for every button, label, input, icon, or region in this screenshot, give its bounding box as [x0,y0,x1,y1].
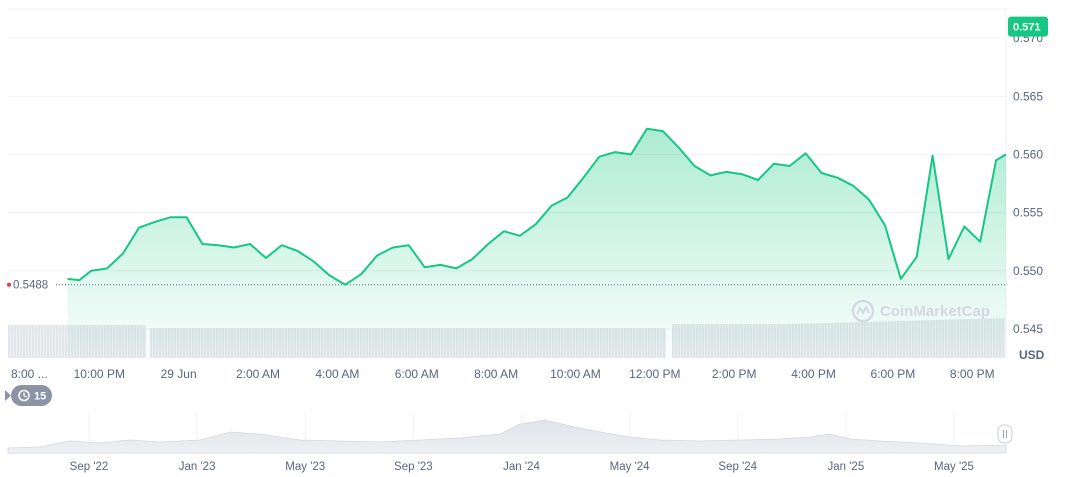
y-tick-label: 0.560 [1013,147,1043,161]
coinmarketcap-watermark: CoinMarketCap [851,299,990,323]
current-price-badge-bg [1008,16,1048,37]
volume-bar [41,325,44,358]
watermark-text: CoinMarketCap [880,303,990,320]
x-tick-label: 10:00 AM [550,367,601,381]
volume-bar [23,325,26,358]
navigator-handle-bg[interactable] [997,424,1013,444]
volume-bar [56,325,59,358]
navigator-handle[interactable] [997,424,1013,444]
volume-bar [8,325,11,358]
volume-bar [65,325,68,358]
interval-value: 15 [34,391,46,403]
volume-bar [32,325,35,358]
volume-bar [35,325,38,358]
x-tick-label: 29 Jun [161,367,197,381]
y-tick-label: 0.565 [1013,89,1043,103]
navigator-tick-label: Jan '25 [828,461,865,473]
current-price-text: 0.571 [1013,22,1041,34]
navigator-tick-label: Jan '23 [179,461,216,473]
x-tick-label: 4:00 PM [791,367,836,381]
volume-bar [38,325,41,358]
x-tick-label: 4:00 AM [315,367,359,381]
x-tick-label: 8:00 ... [11,367,48,381]
price-line [67,127,1007,286]
volume-bar [53,325,56,358]
x-tick-label: 8:00 PM [950,367,995,381]
volume-bar [62,325,65,358]
volume-bar [29,325,32,358]
volume-bar [20,325,23,358]
volume-bar [44,325,47,358]
x-tick-label: 12:00 PM [629,367,680,381]
volume-bar [50,325,53,358]
navigator-tick-label: May '23 [285,461,325,473]
x-tick-label: 8:00 AM [474,367,518,381]
current-price-badge: 0.571 [1008,16,1048,37]
volume-bar [11,325,14,358]
interval-selector-bg[interactable] [11,385,52,406]
y-tick-label: 0.550 [1013,264,1043,278]
navigator-x-axis-ticks: Sep '22 Jan '23 May '23 Sep '23 Jan '24 May '… [70,461,974,473]
navigator-tick-label: Sep '22 [70,461,109,473]
navigator[interactable] [7,413,1013,454]
currency-unit-label: USD [1019,348,1045,362]
navigator-history-area [7,419,1007,454]
coinmarketcap-logo-icon [851,299,875,323]
coinmarketcap-logo-wave [856,304,870,315]
navigator-tick-label: Jan '24 [503,461,540,473]
navigator-tick-label: Sep '24 [718,461,757,473]
navigator-tick-label: May '25 [934,461,974,473]
volume-bar [26,325,29,358]
x-tick-label: 6:00 AM [395,367,439,381]
x-tick-label: 2:00 AM [236,367,280,381]
open-price-label: 0.5488 [13,280,48,292]
x-tick-label: 6:00 PM [871,367,916,381]
open-price-marker-icon [7,282,11,287]
volume-bar [59,325,62,358]
navigator-tick-label: Sep '23 [394,461,433,473]
volume-bar [47,325,50,358]
volume-bar [17,325,20,358]
y-tick-label: 0.555 [1013,206,1043,220]
volume-bar [14,325,17,358]
price-area-fill [67,128,1006,358]
history-icon [18,389,30,402]
x-tick-label: 10:00 PM [74,367,125,381]
x-tick-label: 2:00 PM [712,367,757,381]
navigator-tick-label: May '24 [610,461,651,473]
interval-arrow-icon [5,390,11,401]
y-tick-label: 0.545 [1013,322,1043,336]
interval-selector[interactable]: 15 [5,385,52,406]
x-axis-ticks: 8:00 ... 10:00 PM 29 Jun 2:00 AM 4:00 AM 6:00… [11,367,995,381]
